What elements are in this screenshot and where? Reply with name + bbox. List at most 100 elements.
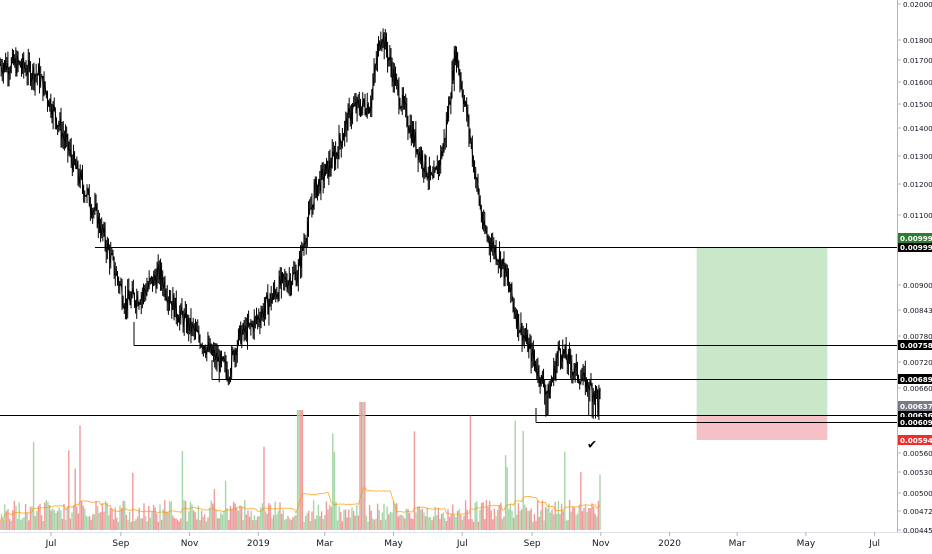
level-price-tag: 0.007583 <box>898 340 932 350</box>
volume-bar <box>177 520 178 530</box>
volume-bar <box>20 520 21 530</box>
volume-bar <box>550 513 551 530</box>
volume-bar <box>265 511 266 530</box>
volume-bar <box>36 511 37 530</box>
volume-bar <box>526 507 527 530</box>
volume-bar <box>7 509 8 530</box>
volume-bar <box>547 509 548 530</box>
volume-bar <box>329 505 330 530</box>
volume-bar <box>401 515 402 530</box>
volume-bar <box>566 521 567 530</box>
volume-bar <box>103 512 104 530</box>
price-tag: 0.005949 <box>898 435 932 445</box>
volume-bar <box>468 519 469 530</box>
candle-body <box>336 153 337 154</box>
volume-bar <box>281 514 282 530</box>
volume-bar <box>43 521 44 530</box>
volume-bar <box>22 518 23 530</box>
volume-bar <box>431 520 432 530</box>
volume-bar <box>451 514 452 530</box>
time-axis-label: 2019 <box>247 539 270 549</box>
volume-bar <box>518 503 519 530</box>
volume-bar <box>470 416 471 530</box>
volume-bar <box>89 516 90 530</box>
volume-bar <box>33 442 34 530</box>
volume-bar <box>291 520 292 530</box>
volume-bar <box>415 512 416 530</box>
volume-bar <box>57 511 58 530</box>
volume-bar <box>531 508 532 530</box>
volume-bar <box>537 500 538 530</box>
volume-bar <box>487 507 488 530</box>
volume-bar <box>494 509 495 530</box>
time-axis-label: May <box>797 539 816 549</box>
volume-bar <box>198 506 199 530</box>
time-axis-label: Mar <box>316 539 333 549</box>
volume-bar <box>348 509 349 530</box>
volume-bar <box>363 402 364 530</box>
volume-bar <box>206 522 207 530</box>
candle-body <box>282 273 283 274</box>
volume-bar <box>561 504 562 530</box>
svg-text:0.009996: 0.009996 <box>900 243 932 252</box>
volume-bar <box>207 518 208 530</box>
volume-bar <box>124 501 125 530</box>
time-axis-label: Jul <box>45 539 57 549</box>
volume-bar <box>335 502 336 530</box>
volume-bar <box>46 500 47 530</box>
volume-bar <box>420 510 421 530</box>
profit-zone[interactable] <box>697 247 828 415</box>
volume-bar <box>25 504 26 530</box>
volume-bar <box>134 521 135 530</box>
volume-bar <box>463 516 464 530</box>
volume-bar <box>284 520 285 530</box>
volume-bar <box>155 508 156 530</box>
volume-bar <box>297 410 298 530</box>
volume-bar <box>403 516 404 530</box>
volume-bar <box>132 473 133 530</box>
volume-bar <box>278 511 279 530</box>
volume-bar <box>302 410 303 530</box>
volume-bar <box>182 451 183 530</box>
volume-bar <box>175 518 176 530</box>
volume-bar <box>380 520 381 530</box>
volume-bar <box>479 510 480 530</box>
volume-bar <box>339 506 340 530</box>
volume-bar <box>41 515 42 530</box>
volume-bar <box>187 521 188 530</box>
volume-bar <box>313 500 314 530</box>
volume-bar <box>87 517 88 530</box>
volume-bar <box>118 522 119 530</box>
loss-zone[interactable] <box>697 415 828 440</box>
volume-bar <box>116 518 117 530</box>
svg-text:0.007583: 0.007583 <box>900 341 932 350</box>
volume-bar <box>572 507 573 530</box>
volume-bar <box>499 505 500 530</box>
volume-bar <box>59 507 60 530</box>
volume-bar <box>142 518 143 530</box>
volume-bar <box>316 515 317 530</box>
volume-bar <box>379 510 380 530</box>
level-price-tag: 0.006092 <box>898 417 932 427</box>
volume-bar <box>459 509 460 530</box>
volume-bar <box>123 501 124 530</box>
candle-body <box>228 380 229 381</box>
volume-bar <box>257 517 258 530</box>
volume-bar <box>68 450 69 530</box>
volume-bar <box>126 515 127 530</box>
volume-bar <box>38 506 39 530</box>
volume-bar <box>150 518 151 530</box>
volume-bar <box>223 511 224 530</box>
candle-body <box>581 380 582 381</box>
volume-bar <box>582 511 583 530</box>
volume-bar <box>345 509 346 530</box>
volume-bar <box>543 520 544 530</box>
volume-bar <box>283 510 284 530</box>
volume-bar <box>455 517 456 530</box>
volume-bar <box>70 519 71 530</box>
